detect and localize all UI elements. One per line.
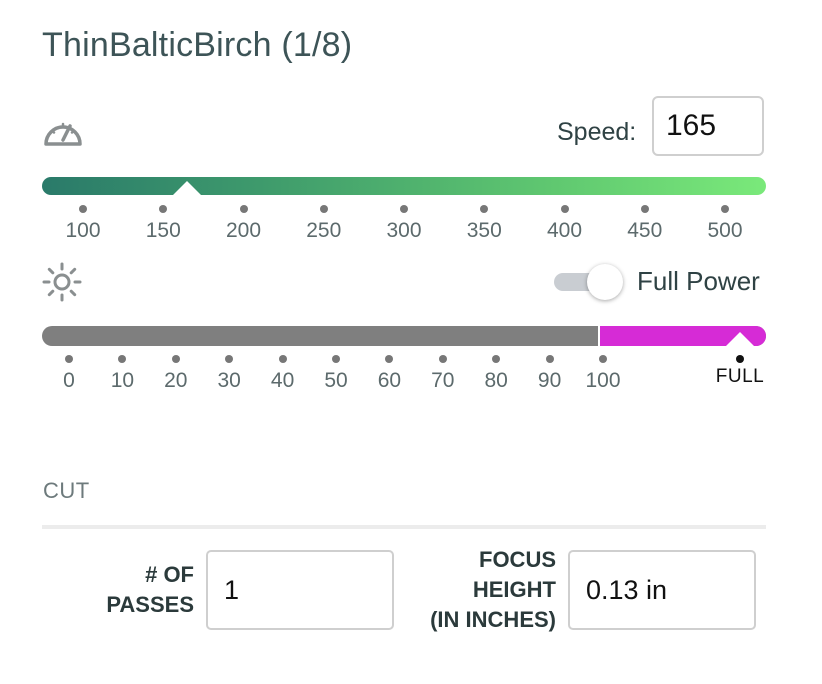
focus-label-line: FOCUS xyxy=(479,547,556,572)
speed-tick-dot xyxy=(400,205,408,213)
power-tick: 10 xyxy=(92,355,152,393)
speed-tick-dot xyxy=(79,205,87,213)
full-tick: FULL xyxy=(712,355,768,388)
power-tick-dot xyxy=(599,355,607,363)
power-tick-dot xyxy=(492,355,501,363)
focus-height-input[interactable] xyxy=(568,550,756,630)
speed-tick-dot xyxy=(640,205,649,213)
passes-label-line: PASSES xyxy=(106,592,194,617)
power-tick: 20 xyxy=(146,355,206,393)
power-tick-label: 10 xyxy=(110,369,135,392)
power-slider[interactable] xyxy=(42,326,766,346)
speed-tick-dot xyxy=(239,205,248,213)
power-tick: 80 xyxy=(466,355,526,393)
power-tick-label: 70 xyxy=(431,369,455,392)
speed-tick: 250 xyxy=(294,205,354,243)
speed-slider-thumb[interactable] xyxy=(173,181,202,195)
power-tick-dot xyxy=(225,355,234,363)
speed-tick: 150 xyxy=(133,205,193,243)
focus-label-line: HEIGHT xyxy=(472,577,556,602)
full-power-label: Full Power xyxy=(637,266,760,296)
power-tick-label: 90 xyxy=(537,369,562,392)
speed-input[interactable] xyxy=(652,96,764,156)
speed-tick-dot xyxy=(480,205,489,213)
speed-tick: 200 xyxy=(214,205,274,243)
power-tick-dot xyxy=(171,355,180,363)
power-tick-dot xyxy=(545,355,554,363)
power-tick: 70 xyxy=(413,355,473,393)
speed-tick-label: 450 xyxy=(627,219,663,242)
speed-tick: 350 xyxy=(454,205,514,243)
power-tick-dot xyxy=(118,355,127,363)
power-tick: 40 xyxy=(253,355,313,393)
speed-tick-dot xyxy=(560,205,569,213)
speed-tick-label: 500 xyxy=(707,219,743,242)
power-tick-dot xyxy=(65,355,73,363)
power-tick-dot xyxy=(385,355,394,363)
speed-tick: 300 xyxy=(374,205,434,243)
power-tick-dot xyxy=(438,355,447,363)
speed-tick: 100 xyxy=(53,205,113,243)
section-divider xyxy=(42,525,766,529)
speed-tick-label: 400 xyxy=(546,219,583,242)
speed-scale: 100 150 200 250 300 350 400 450 500 xyxy=(0,205,822,249)
speed-tick-label: 300 xyxy=(386,219,422,242)
focus-height-label: FOCUS HEIGHT (IN INCHES) xyxy=(398,545,556,635)
power-tick-label: 40 xyxy=(270,369,295,392)
speed-tick-label: 100 xyxy=(65,219,101,242)
speedometer-icon xyxy=(44,122,82,146)
speed-label: Speed: xyxy=(557,118,637,146)
speed-tick-dot xyxy=(721,205,729,213)
speed-tick-label: 250 xyxy=(306,219,342,242)
power-tick-dot xyxy=(278,355,287,363)
power-tick-label: 80 xyxy=(484,369,508,392)
power-tick: 60 xyxy=(359,355,419,393)
speed-tick-label: 150 xyxy=(145,219,181,242)
power-tick-label: 0 xyxy=(63,369,75,392)
full-tick-label: FULL xyxy=(715,366,765,387)
power-scale: 0 10 20 30 40 50 60 70 80 90 100 xyxy=(0,355,822,399)
power-tick-label: 30 xyxy=(217,369,241,392)
power-tick-label: 50 xyxy=(324,369,348,392)
speed-tick: 500 xyxy=(695,205,755,243)
power-tick-label: 60 xyxy=(377,369,402,392)
speed-tick: 450 xyxy=(615,205,675,243)
passes-label-line: # OF xyxy=(145,562,194,587)
speed-tick-label: 200 xyxy=(225,219,262,242)
speed-tick: 400 xyxy=(535,205,595,243)
full-power-toggle[interactable] xyxy=(554,264,626,300)
full-tick-dot xyxy=(736,355,744,363)
focus-label-line: (IN INCHES) xyxy=(430,607,556,632)
toggle-knob xyxy=(587,264,623,300)
power-tick: 0 xyxy=(39,355,99,393)
power-slider-thumb[interactable] xyxy=(726,332,754,346)
power-tick: 50 xyxy=(306,355,366,393)
power-tick: 90 xyxy=(520,355,580,393)
speed-tick-dot xyxy=(159,205,168,213)
material-title: ThinBalticBirch (1/8) xyxy=(42,26,353,64)
power-full-segment xyxy=(598,326,766,346)
power-tick: 100 xyxy=(573,355,633,393)
power-tick-dot xyxy=(332,355,340,363)
sun-icon xyxy=(42,262,82,302)
passes-label: # OF PASSES xyxy=(98,560,194,620)
speed-slider[interactable] xyxy=(42,177,766,195)
power-tick: 30 xyxy=(199,355,259,393)
power-tick-label: 100 xyxy=(585,369,621,392)
speed-tick-label: 350 xyxy=(466,219,502,242)
passes-input[interactable] xyxy=(206,550,394,630)
power-tick-label: 20 xyxy=(164,369,188,392)
speed-tick-dot xyxy=(319,205,328,213)
section-label-cut: CUT xyxy=(43,478,90,503)
